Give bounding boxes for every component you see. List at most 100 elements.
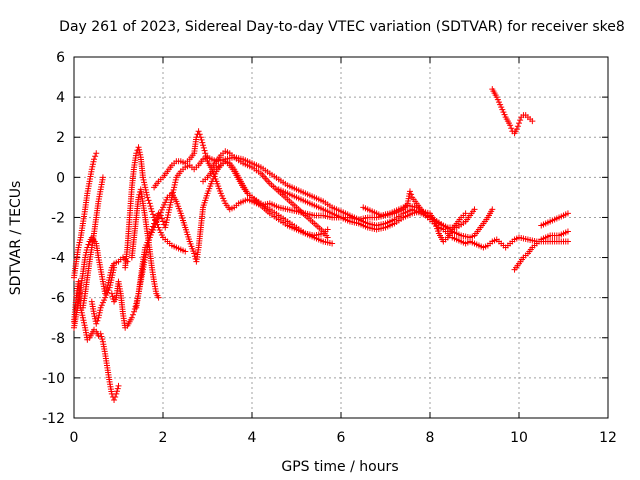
- data-point: [200, 142, 207, 149]
- data-point: [218, 192, 225, 199]
- data-point: [500, 109, 507, 116]
- data-point: [162, 224, 169, 231]
- series-sat-n: [360, 202, 496, 241]
- data-point: [171, 181, 178, 188]
- axes: [73, 56, 609, 419]
- series-sat-m: [275, 186, 469, 245]
- data-point: [135, 144, 142, 151]
- data-point: [88, 166, 95, 173]
- data-point: [107, 279, 114, 286]
- data-point: [91, 310, 98, 317]
- y-tick-label: 6: [56, 50, 65, 66]
- data-point: [406, 188, 413, 195]
- y-tick-label: 0: [56, 170, 65, 186]
- data-point: [158, 231, 165, 238]
- data-point: [195, 128, 202, 135]
- data-point: [156, 226, 163, 233]
- data-point: [105, 287, 112, 294]
- data-point: [507, 122, 514, 129]
- data-point: [167, 201, 174, 208]
- data-point: [516, 120, 522, 127]
- data-point: [109, 293, 116, 300]
- data-point: [498, 104, 505, 111]
- data-point: [199, 139, 206, 146]
- data-point: [517, 117, 524, 124]
- data-point: [197, 134, 204, 141]
- data-point: [170, 186, 177, 193]
- data-point: [160, 204, 166, 211]
- data-point: [133, 150, 140, 157]
- data-point: [77, 237, 84, 244]
- y-tick-labels: -12 -10 -8 -6 -4 -2 0 2 4 6: [42, 50, 65, 427]
- data-point: [203, 152, 210, 159]
- data-point: [471, 206, 478, 213]
- x-tick-label: 8: [426, 430, 435, 446]
- data-point: [111, 396, 118, 403]
- x-tick-label: 10: [510, 430, 528, 446]
- data-point: [155, 214, 162, 221]
- data-point: [167, 199, 174, 206]
- x-tick-label: 2: [159, 430, 168, 446]
- data-point: [493, 94, 500, 101]
- data-point: [96, 309, 103, 316]
- data-point: [164, 214, 171, 221]
- data-point: [81, 319, 88, 326]
- data-point: [115, 382, 122, 389]
- data-point: [162, 199, 169, 206]
- data-point: [196, 131, 203, 138]
- series-sat-g: [122, 144, 189, 271]
- data-point: [113, 390, 120, 397]
- data-point: [129, 311, 136, 318]
- data-point: [106, 284, 113, 291]
- data-point: [110, 267, 117, 274]
- data-point: [102, 294, 109, 301]
- data-point: [494, 96, 501, 103]
- data-point: [198, 136, 205, 143]
- data-point: [112, 393, 119, 400]
- x-tick-labels: 0 2 4 6 8 10 12: [70, 430, 617, 446]
- data-point: [145, 237, 152, 244]
- data-point: [132, 303, 139, 310]
- data-point: [114, 385, 121, 392]
- data-point: [155, 294, 162, 301]
- y-tick-label: -4: [51, 251, 65, 267]
- x-tick-label: 6: [337, 430, 346, 446]
- data-point: [148, 229, 155, 236]
- data-point: [564, 210, 571, 217]
- data-point: [200, 144, 207, 151]
- y-axis-label: SDTVAR / TECUs: [8, 181, 24, 296]
- data-point: [156, 211, 163, 218]
- data-point: [203, 155, 210, 162]
- y-tick-label: -2: [51, 210, 65, 226]
- data-point: [76, 242, 83, 249]
- y-tick-label: 2: [56, 130, 65, 146]
- grid-lines: [74, 57, 608, 418]
- data-point: [82, 252, 89, 259]
- data-point: [97, 330, 104, 337]
- data-point: [162, 221, 169, 228]
- data-point: [144, 194, 151, 201]
- data-point: [564, 238, 571, 245]
- data-point: [136, 149, 143, 156]
- series-sat-o: [489, 86, 536, 137]
- data-point: [172, 179, 179, 186]
- data-point: [80, 317, 87, 324]
- data-point: [136, 146, 143, 153]
- data-point: [217, 190, 224, 197]
- data-point: [324, 234, 331, 241]
- data-point: [144, 239, 151, 246]
- data-point: [201, 147, 208, 154]
- series-sat-b: [71, 150, 100, 281]
- series-sat-d: [79, 174, 106, 311]
- data-point: [79, 314, 86, 321]
- data-point: [157, 209, 164, 216]
- data-point: [158, 215, 165, 222]
- data-point: [191, 250, 198, 257]
- data-point: [99, 174, 106, 181]
- data-point: [103, 292, 110, 299]
- chart-title: Day 261 of 2023, Sidereal Day-to-day VTE…: [59, 19, 625, 35]
- data-point: [165, 211, 172, 218]
- data-point: [99, 299, 106, 306]
- data-point: [76, 239, 83, 246]
- series-sat-i: [133, 158, 336, 311]
